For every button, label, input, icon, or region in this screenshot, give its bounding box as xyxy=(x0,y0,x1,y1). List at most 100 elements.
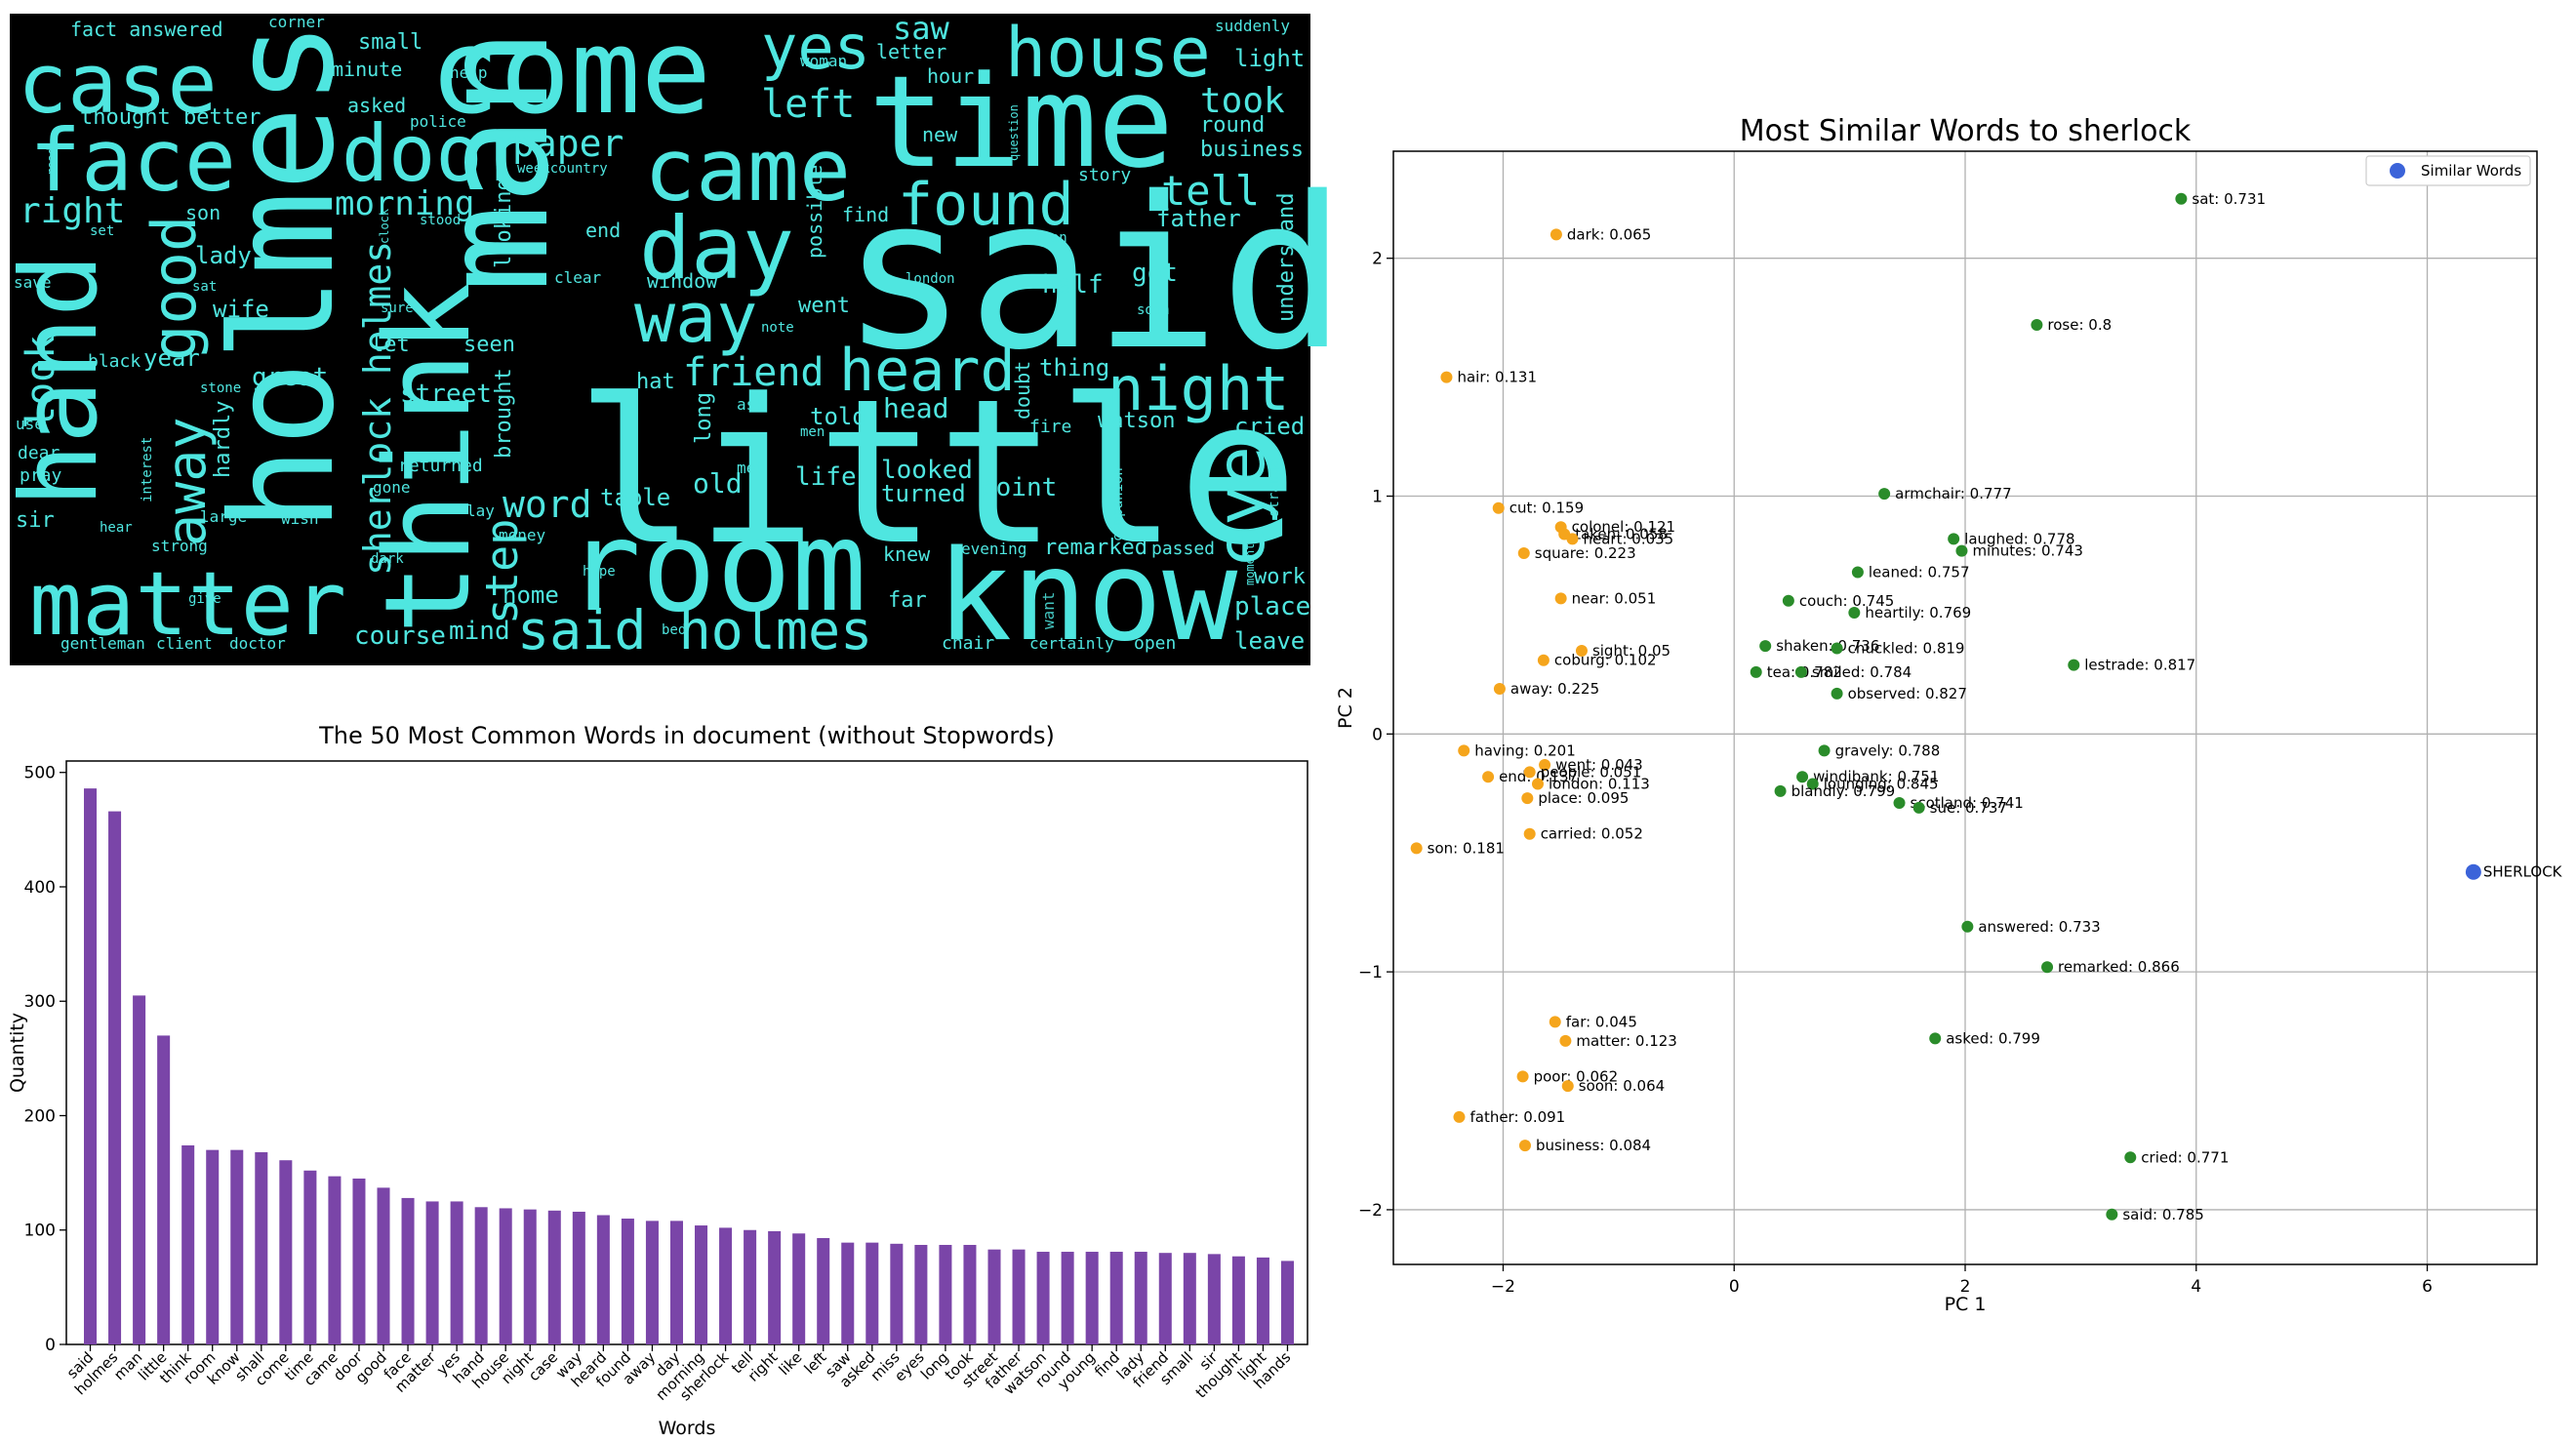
x-tick-label: 0 xyxy=(1729,1277,1740,1297)
word-cloud-word: client xyxy=(156,634,213,653)
legend-label: Similar Words xyxy=(2421,162,2521,180)
point-label: cut: 0.159 xyxy=(1509,500,1584,517)
bar xyxy=(890,1243,904,1344)
point-label: away: 0.225 xyxy=(1510,680,1599,698)
point-label: scotland: 0.741 xyxy=(1911,794,2024,812)
scatter-point xyxy=(1782,594,1794,607)
word-cloud-word: companion xyxy=(1110,467,1126,541)
point-label: couch: 0.745 xyxy=(1799,592,1894,610)
bar xyxy=(865,1242,879,1344)
point-label: rose: 0.8 xyxy=(2047,316,2112,334)
word-cloud-word: seen xyxy=(463,333,515,357)
word-cloud-word: room xyxy=(566,495,866,640)
x-axis-label: PC 1 xyxy=(1945,1294,1987,1315)
word-cloud-word: weekcountry xyxy=(517,161,608,177)
scatter-point xyxy=(1893,797,1906,810)
word-cloud-word: left xyxy=(761,82,855,127)
word-cloud-word: help xyxy=(450,63,488,82)
word-cloud-word: asked xyxy=(347,94,406,117)
bar xyxy=(719,1227,733,1344)
word-cloud-word: letter xyxy=(876,40,946,63)
word-cloud-word: far xyxy=(888,588,927,613)
word-cloud-word: stone xyxy=(200,381,241,396)
word-cloud-word: leave xyxy=(1234,627,1305,655)
scatter-point xyxy=(1955,544,1968,557)
bar xyxy=(963,1244,977,1344)
word-cloud-word: said xyxy=(841,151,1347,396)
word-cloud-word: eye xyxy=(1203,446,1280,566)
scatter-point xyxy=(2124,1151,2137,1164)
point-label: minutes: 0.743 xyxy=(1972,542,2082,560)
word-cloud-word: heard xyxy=(839,337,1016,405)
legend-marker xyxy=(2390,163,2405,179)
word-cloud-word: story xyxy=(1078,165,1131,185)
word-cloud-word: saw xyxy=(893,10,950,47)
word-cloud-word: right xyxy=(20,191,125,231)
word-cloud-word: strange xyxy=(1267,460,1282,517)
word-cloud-word: face xyxy=(29,110,236,211)
scatter-plot-frame xyxy=(1392,150,2538,1265)
word-cloud-word: told xyxy=(810,403,866,430)
scatter-point xyxy=(1539,759,1551,772)
y-tick-label: 500 xyxy=(24,764,56,783)
word-cloud-word: tell xyxy=(1161,167,1260,215)
point-label: armchair: 0.777 xyxy=(1895,485,2012,502)
word-cloud-word: table xyxy=(600,484,670,511)
word-cloud-word: long xyxy=(692,392,716,444)
word-cloud-word: street xyxy=(400,380,492,409)
word-cloud-word: minute xyxy=(332,58,402,81)
scatter-legend: Similar Words xyxy=(2365,155,2531,186)
word-cloud-word: strong xyxy=(151,537,208,555)
word-cloud-word: business xyxy=(1200,138,1304,162)
scatter-point xyxy=(2041,961,2054,974)
point-label: laughed: 0.778 xyxy=(1964,530,2074,547)
word-cloud-word: paper xyxy=(512,122,624,165)
word-cloud-word: took xyxy=(1200,81,1285,121)
bar xyxy=(987,1249,1001,1344)
word-cloud-word: small xyxy=(358,30,423,55)
x-tick-label: like xyxy=(776,1348,806,1379)
x-tick-label: 4 xyxy=(2191,1277,2201,1297)
y-tick-label: 0 xyxy=(45,1336,56,1355)
word-cloud-word: met xyxy=(737,459,765,477)
scatter-point xyxy=(1410,842,1423,855)
word-cloud-word: friend xyxy=(683,350,825,395)
word-cloud-word: hour xyxy=(927,64,974,88)
word-cloud-word: fact answered xyxy=(70,18,223,41)
bar xyxy=(645,1221,659,1344)
word-cloud-word: turned xyxy=(881,480,966,507)
word-cloud-word: sherlock holmes xyxy=(356,241,399,576)
point-label: dark: 0.065 xyxy=(1567,225,1651,243)
point-label: poor: 0.062 xyxy=(1534,1067,1619,1085)
bar xyxy=(279,1160,293,1344)
point-label: matter: 0.123 xyxy=(1576,1032,1676,1050)
word-cloud-word: interest xyxy=(140,437,155,502)
word-cloud-word: end xyxy=(585,219,621,242)
point-label: sight: 0.05 xyxy=(1592,642,1670,660)
word-cloud-word: head xyxy=(883,392,948,424)
word-cloud-word: come xyxy=(429,5,711,140)
x-tick-label: 6 xyxy=(2422,1277,2433,1297)
point-label: square: 0.223 xyxy=(1535,544,1636,562)
word-cloud-word: good xyxy=(139,216,210,361)
word-cloud-word: wife xyxy=(213,296,269,323)
bar xyxy=(744,1229,757,1344)
scatter-point xyxy=(2106,1208,2118,1221)
word-cloud-word: clear xyxy=(554,268,602,287)
word-cloud-word: london xyxy=(906,271,955,287)
bar xyxy=(1207,1254,1221,1344)
point-label: cried: 0.771 xyxy=(2141,1148,2229,1166)
y-axis-label: PC 2 xyxy=(1335,687,1356,729)
word-cloud-word: large xyxy=(200,507,247,526)
point-label: remarked: 0.866 xyxy=(2058,958,2180,976)
point-label: blandly: 0.799 xyxy=(1791,782,1896,800)
word-cloud-word: police xyxy=(410,112,466,131)
word-cloud-word: returned xyxy=(398,456,483,476)
y-tick-label: −2 xyxy=(1358,1201,1383,1221)
scatter-point xyxy=(1458,744,1470,757)
word-cloud-word: stood xyxy=(420,213,461,228)
word-cloud-word: sir xyxy=(16,508,55,533)
bar xyxy=(377,1187,390,1344)
point-label: taken: 0.058 xyxy=(1575,526,1668,543)
bar xyxy=(206,1149,220,1344)
